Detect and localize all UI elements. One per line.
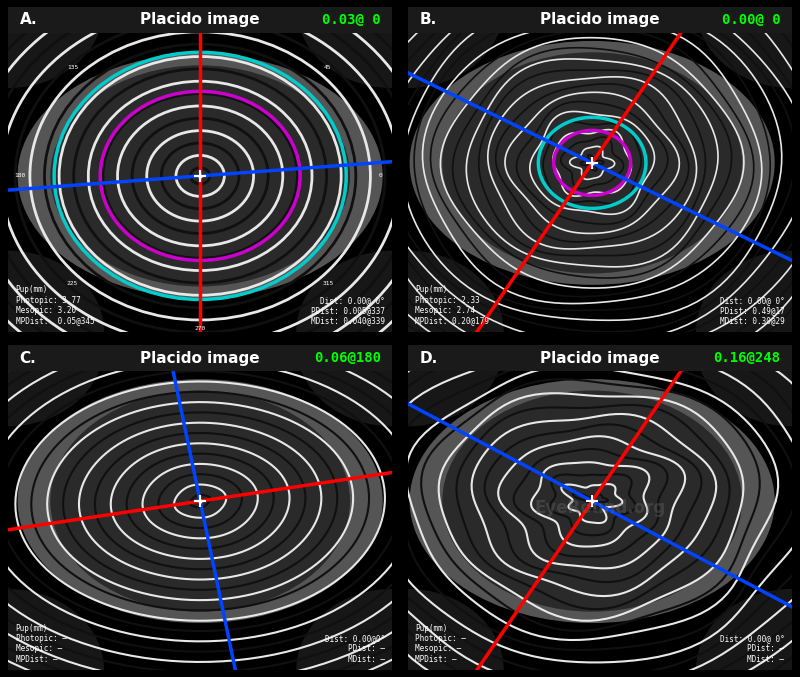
Text: 0: 0: [379, 173, 382, 178]
Ellipse shape: [696, 0, 800, 88]
Text: B.: B.: [419, 12, 437, 27]
Ellipse shape: [696, 589, 800, 677]
Ellipse shape: [0, 589, 104, 677]
Ellipse shape: [18, 379, 382, 623]
Ellipse shape: [18, 54, 382, 298]
Ellipse shape: [696, 264, 800, 427]
Ellipse shape: [50, 391, 350, 612]
FancyBboxPatch shape: [408, 345, 792, 371]
Text: 0.06@180: 0.06@180: [314, 351, 381, 365]
Ellipse shape: [312, 250, 504, 413]
Text: 0.16@248: 0.16@248: [714, 351, 781, 365]
Text: 45: 45: [324, 65, 332, 70]
FancyBboxPatch shape: [8, 345, 392, 371]
Text: 225: 225: [67, 282, 78, 286]
Ellipse shape: [442, 391, 742, 612]
Ellipse shape: [410, 379, 774, 623]
Text: Dist: 0.00@0°
PDist: —
MDist: —: Dist: 0.00@0° PDist: — MDist: —: [325, 634, 385, 663]
Text: 315: 315: [322, 282, 334, 286]
Ellipse shape: [312, 589, 504, 677]
Text: 0.00@ 0: 0.00@ 0: [722, 13, 781, 27]
Text: 270: 270: [194, 326, 206, 331]
Text: Pup(mm)
Photopic: 3.77
Mesopic: 3.20
MPDist:  0.05@345: Pup(mm) Photopic: 3.77 Mesopic: 3.20 MPD…: [16, 285, 94, 326]
Text: Placido image: Placido image: [140, 12, 260, 27]
Ellipse shape: [312, 264, 504, 427]
Ellipse shape: [410, 41, 774, 285]
Text: A.: A.: [19, 12, 37, 27]
Text: Placido image: Placido image: [140, 351, 260, 366]
Text: 135: 135: [67, 65, 78, 70]
Ellipse shape: [0, 0, 104, 88]
Ellipse shape: [442, 52, 742, 274]
Text: D.: D.: [419, 351, 438, 366]
Text: Placido image: Placido image: [540, 12, 660, 27]
Text: 0.03@ 0: 0.03@ 0: [322, 13, 381, 27]
Text: Dist: 0.00@ 0°
PDist: 0.49@17
MDist: 0.30@29: Dist: 0.00@ 0° PDist: 0.49@17 MDist: 0.3…: [719, 296, 784, 326]
Ellipse shape: [50, 65, 350, 286]
Text: Dist: 0.00@ 0°
PDist: —
MDist: —: Dist: 0.00@ 0° PDist: — MDist: —: [719, 634, 784, 663]
Text: Pup(mm)
Photopic: —
Mesopic: —
MPDist: —: Pup(mm) Photopic: — Mesopic: — MPDist: —: [16, 624, 66, 663]
Ellipse shape: [296, 264, 488, 427]
Text: Pup(mm)
Photopic: —
Mesopic: —
MPDist: —: Pup(mm) Photopic: — Mesopic: — MPDist: —: [415, 624, 466, 663]
Ellipse shape: [312, 0, 504, 88]
FancyBboxPatch shape: [408, 7, 792, 32]
Text: Pup(mm)
Photopic: 2.33
Mesopic: 2.74
MPDist: 0.20@179: Pup(mm) Photopic: 2.33 Mesopic: 2.74 MPD…: [415, 285, 490, 326]
Text: Placido image: Placido image: [540, 351, 660, 366]
Text: 180: 180: [14, 173, 25, 178]
Ellipse shape: [296, 250, 488, 413]
Ellipse shape: [296, 0, 488, 88]
Ellipse shape: [696, 250, 800, 413]
Ellipse shape: [0, 264, 104, 427]
FancyBboxPatch shape: [8, 7, 392, 32]
Ellipse shape: [0, 250, 104, 413]
Text: C.: C.: [19, 351, 36, 366]
Text: 90: 90: [197, 20, 204, 26]
Text: Dist: 0.00@ 0°
PDist: 0.005@337
MDist: 0.040@339: Dist: 0.00@ 0° PDist: 0.005@337 MDist: 0…: [310, 296, 385, 326]
Ellipse shape: [296, 589, 488, 677]
Text: EyeRound.org: EyeRound.org: [534, 499, 666, 517]
